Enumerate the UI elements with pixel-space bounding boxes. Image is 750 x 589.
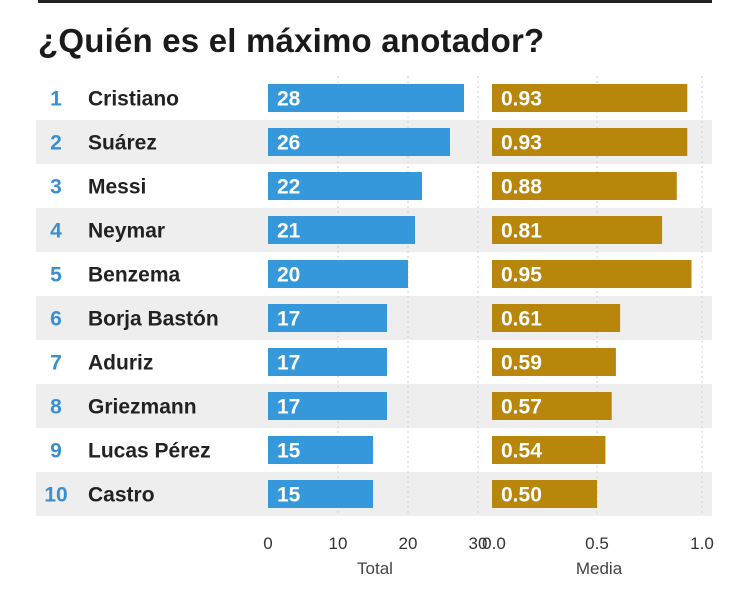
media-bar (492, 260, 692, 288)
media-value-label: 0.54 (501, 440, 542, 463)
total-value-label: 15 (277, 484, 301, 507)
media-value-label: 0.93 (501, 88, 542, 111)
player-name: Benzema (88, 264, 181, 287)
total-bar (268, 392, 387, 420)
chart-title: ¿Quién es el máximo anotador? (38, 22, 545, 59)
total-value-label: 17 (277, 308, 300, 331)
total-bar (268, 436, 373, 464)
rank-label: 1 (50, 88, 62, 111)
total-bar (268, 84, 464, 112)
total-value-label: 22 (277, 176, 300, 199)
total-bar (268, 480, 373, 508)
media-bar (492, 216, 663, 244)
media-value-label: 0.61 (501, 308, 542, 331)
total-bar (268, 260, 408, 288)
tick-label: 30 (469, 534, 488, 553)
total-value-label: 17 (277, 352, 300, 375)
player-name: Cristiano (88, 88, 179, 111)
tick-label: 20 (399, 534, 418, 553)
media-value-label: 0.95 (501, 264, 542, 287)
rank-label: 9 (50, 440, 62, 463)
media-bar (492, 392, 612, 420)
media-value-label: 0.88 (501, 176, 542, 199)
media-bar (492, 304, 621, 332)
rank-label: 3 (50, 176, 62, 199)
player-name: Neymar (88, 220, 165, 243)
tick-label: 0.0 (482, 534, 506, 553)
player-name: Lucas Pérez (88, 440, 211, 463)
rank-label: 6 (50, 308, 62, 331)
media-value-label: 0.59 (501, 352, 542, 375)
media-value-label: 0.57 (501, 396, 542, 419)
total-value-label: 21 (277, 220, 301, 243)
player-name: Borja Bastón (88, 308, 219, 331)
total-value-label: 26 (277, 132, 300, 155)
total-value-label: 20 (277, 264, 300, 287)
total-value-label: 17 (277, 396, 300, 419)
total-bar (268, 172, 422, 200)
row-stripe (36, 472, 712, 516)
total-bar (268, 128, 450, 156)
rank-label: 10 (44, 484, 67, 507)
tick-label: 10 (329, 534, 348, 553)
total-bar (268, 216, 415, 244)
total-bar (268, 348, 387, 376)
total-value-label: 28 (277, 88, 301, 111)
media-value-label: 0.81 (501, 220, 542, 243)
rank-label: 5 (50, 264, 62, 287)
rank-label: 8 (50, 396, 62, 419)
total-bar (268, 304, 387, 332)
media-bar (492, 436, 606, 464)
player-name: Aduriz (88, 352, 153, 375)
rank-label: 7 (50, 352, 62, 375)
tick-label: 0.5 (585, 534, 609, 553)
total-value-label: 15 (277, 440, 301, 463)
media-bar (492, 172, 677, 200)
media-value-label: 0.93 (501, 132, 542, 155)
media-bar (492, 128, 688, 156)
tick-label: 0 (263, 534, 272, 553)
axis-title: Total (357, 559, 393, 578)
media-bar (492, 348, 616, 376)
media-bar (492, 480, 597, 508)
media-value-label: 0.50 (501, 484, 542, 507)
player-name: Suárez (88, 132, 157, 155)
rank-label: 4 (50, 220, 62, 243)
tick-label: 1.0 (690, 534, 714, 553)
player-name: Castro (88, 484, 155, 507)
player-name: Messi (88, 176, 146, 199)
top-rule (38, 0, 712, 3)
axis-title: Media (576, 559, 623, 578)
player-name: Griezmann (88, 396, 197, 419)
media-bar (492, 84, 688, 112)
rank-label: 2 (50, 132, 62, 155)
